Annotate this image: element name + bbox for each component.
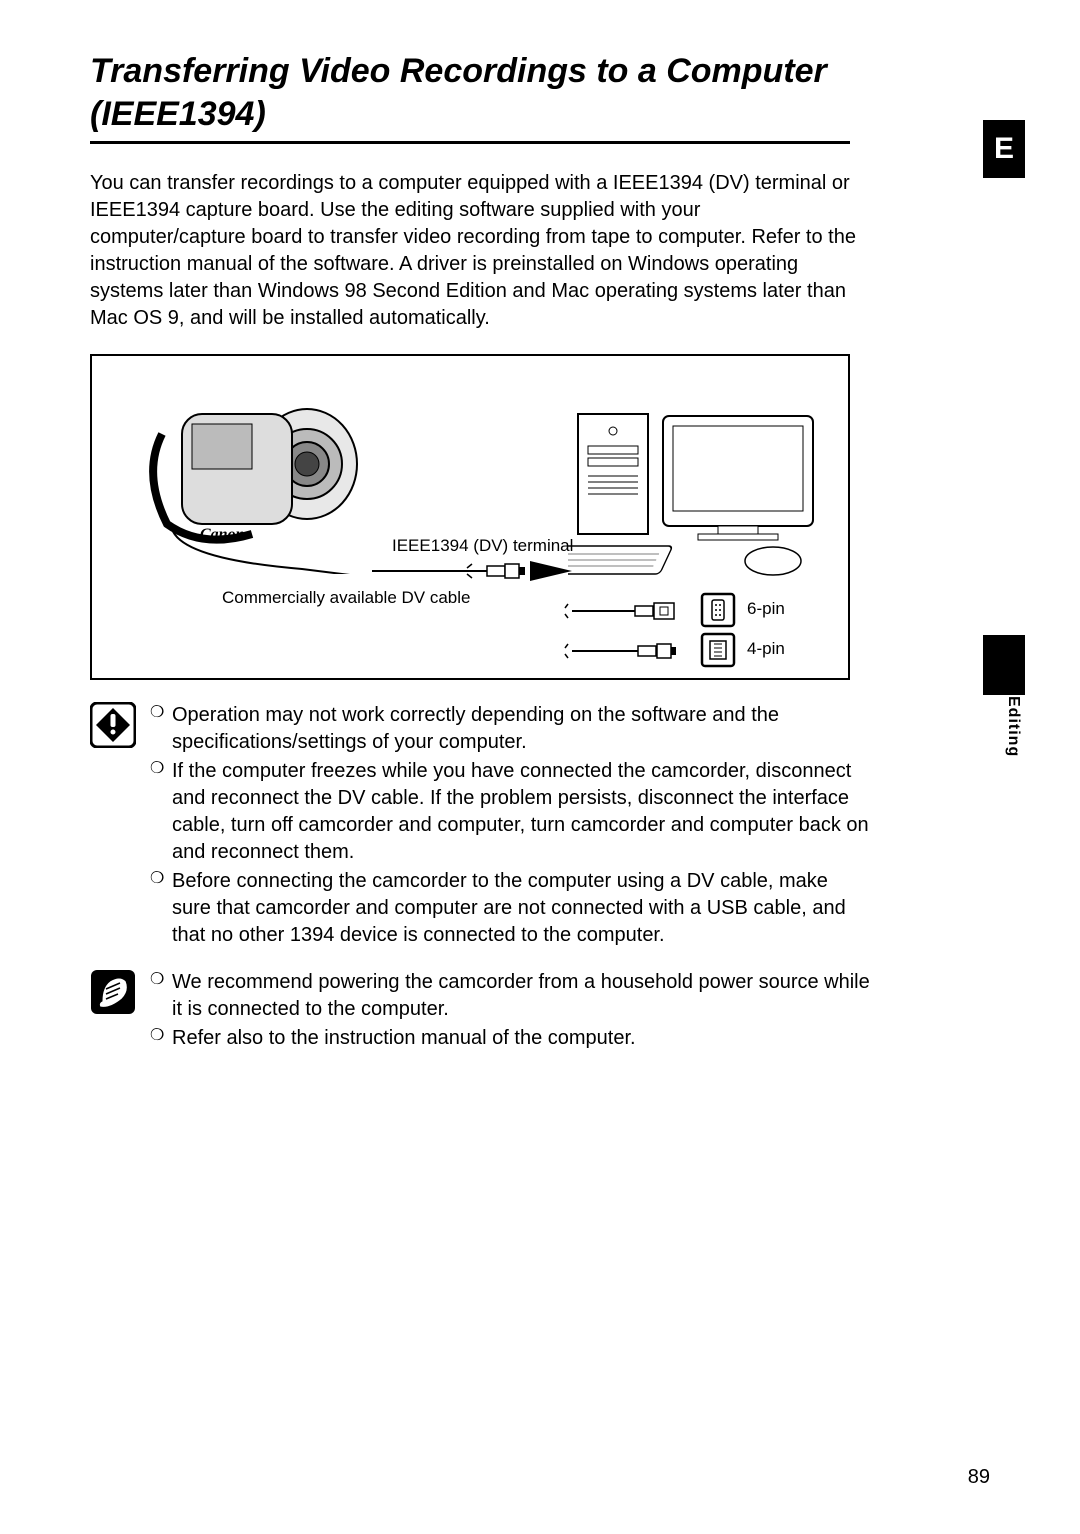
warning-block: Operation may not work correctly dependi… <box>90 702 870 951</box>
note-icon <box>90 969 136 1015</box>
six-pin-label: 6-pin <box>747 599 785 619</box>
section-tab-black <box>983 635 1025 695</box>
info-item: We recommend powering the camcorder from… <box>150 969 870 1023</box>
language-tab: E <box>983 120 1025 178</box>
intro-paragraph: You can transfer recordings to a compute… <box>90 170 860 332</box>
warning-list: Operation may not work correctly dependi… <box>150 702 870 951</box>
terminal-label: IEEE1394 (DV) terminal <box>392 536 573 556</box>
warning-item: If the computer freezes while you have c… <box>150 758 870 866</box>
camcorder-illustration: Canon <box>122 374 382 574</box>
warning-item: Before connecting the camcorder to the c… <box>150 868 870 949</box>
six-pin-connector-icon <box>560 596 690 626</box>
info-item: Refer also to the instruction manual of … <box>150 1025 870 1052</box>
svg-text:Canon: Canon <box>200 526 245 543</box>
info-list: We recommend powering the camcorder from… <box>150 969 870 1054</box>
connection-diagram: Canon IEEE1394 (DV) terminal Commercial <box>90 354 850 680</box>
four-pin-connector-icon <box>560 636 690 666</box>
info-block: We recommend powering the camcorder from… <box>90 969 870 1054</box>
four-pin-port-icon <box>700 632 736 668</box>
warning-item: Operation may not work correctly dependi… <box>150 702 870 756</box>
page-title: Transferring Video Recordings to a Compu… <box>90 50 850 144</box>
cable-arrow <box>372 556 582 586</box>
page-number: 89 <box>968 1466 990 1489</box>
computer-illustration <box>568 406 828 586</box>
warning-icon <box>90 702 136 748</box>
section-label-editing: Editing <box>1004 696 1022 757</box>
six-pin-port-icon <box>700 592 736 628</box>
cable-label: Commercially available DV cable <box>222 588 470 608</box>
four-pin-label: 4-pin <box>747 639 785 659</box>
